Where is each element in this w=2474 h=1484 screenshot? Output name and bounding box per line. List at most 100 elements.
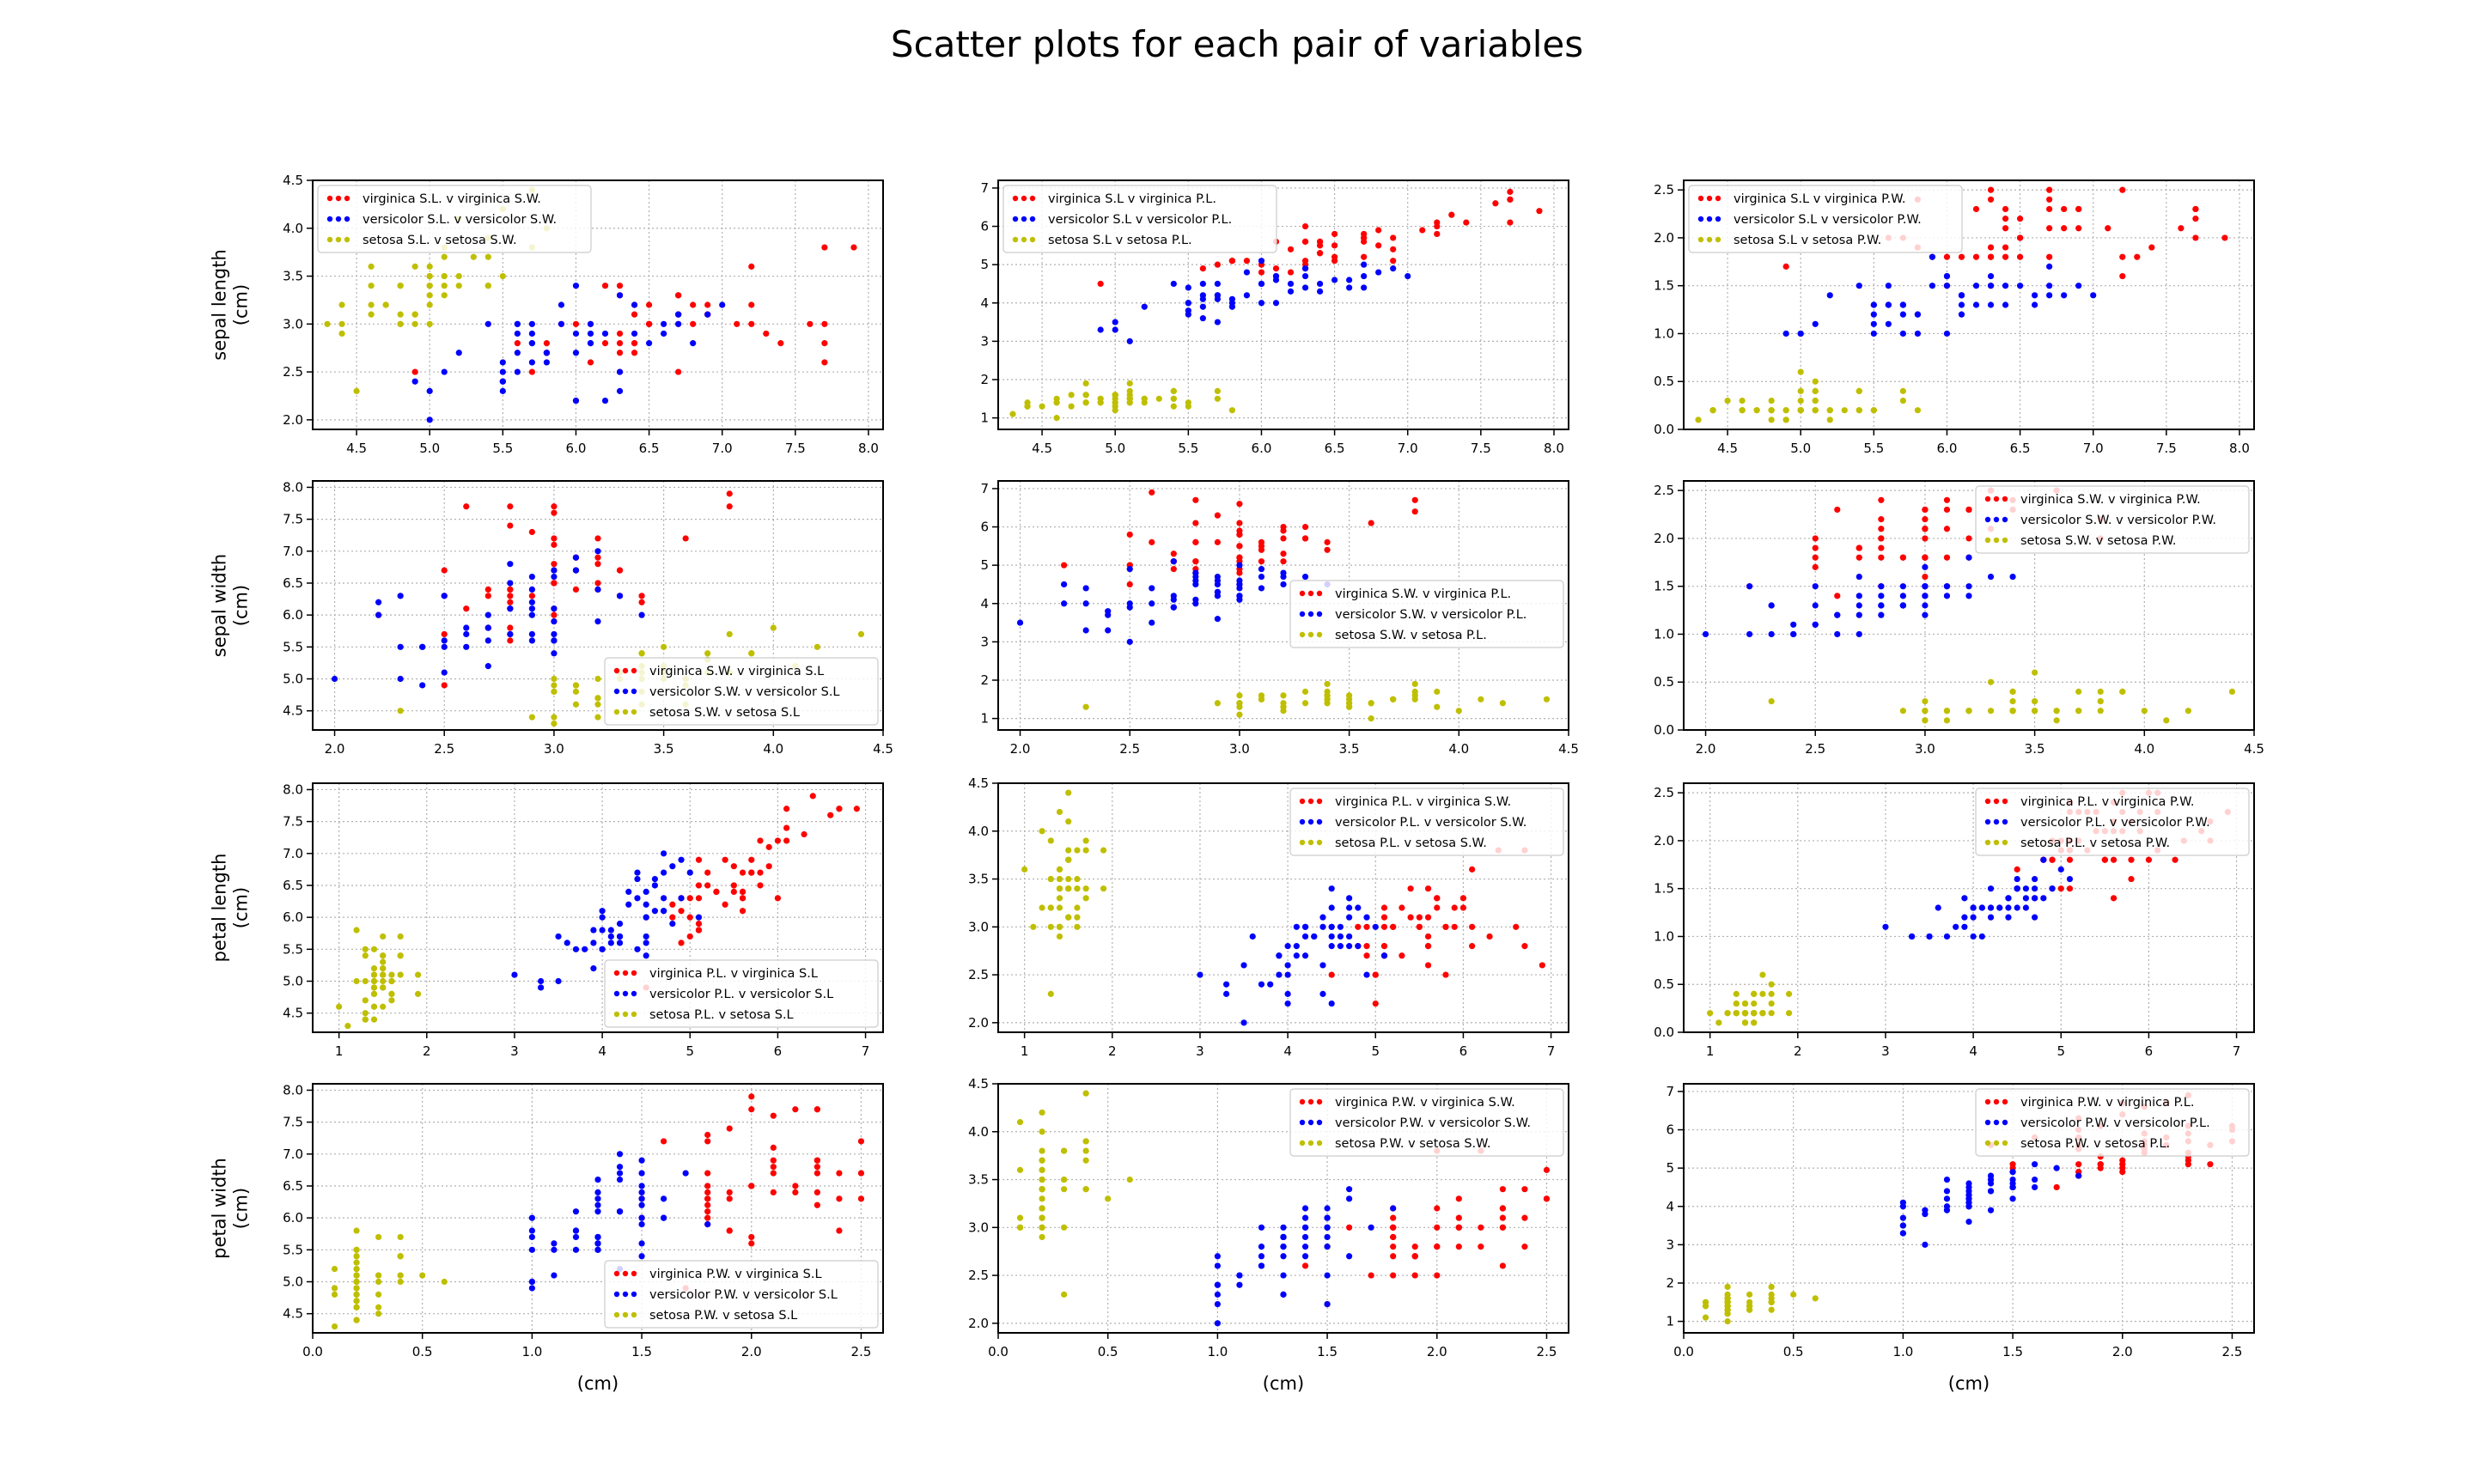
legend-marker bbox=[326, 195, 333, 202]
scatter-point bbox=[1442, 971, 1449, 978]
scatter-point bbox=[1039, 1195, 1045, 1202]
scatter-point bbox=[484, 624, 491, 631]
scatter-point bbox=[1301, 1224, 1309, 1231]
scatter-point bbox=[1112, 399, 1118, 406]
scatter-point bbox=[1214, 512, 1221, 519]
scatter-point bbox=[426, 272, 433, 280]
scatter-point bbox=[1878, 602, 1885, 609]
scatter-point bbox=[507, 586, 514, 593]
scatter-point bbox=[528, 1227, 535, 1234]
scatter-point bbox=[1185, 403, 1191, 410]
scatter-point bbox=[1434, 230, 1441, 238]
scatter-point bbox=[813, 1164, 820, 1171]
legend-marker bbox=[622, 667, 629, 674]
series-setosa bbox=[1016, 1090, 1133, 1298]
x-tick-label: 1 bbox=[335, 1043, 344, 1059]
scatter-point bbox=[1922, 535, 1929, 542]
scatter-point bbox=[1170, 558, 1177, 565]
legend-marker bbox=[1984, 537, 1991, 544]
legend-marker bbox=[1316, 631, 1323, 638]
scatter-point bbox=[555, 933, 562, 940]
scatter-point bbox=[726, 490, 733, 497]
scatter-point bbox=[634, 869, 641, 876]
legend-marker bbox=[1706, 236, 1713, 243]
scatter-point bbox=[1935, 904, 1941, 911]
legend-entry-label: versicolor S.W. v versicolor S.L bbox=[649, 685, 840, 699]
scatter-point bbox=[601, 397, 609, 404]
scatter-point bbox=[2014, 875, 2020, 883]
y-axis-label: sepal width(cm) bbox=[210, 554, 252, 657]
scatter-point bbox=[1543, 696, 1551, 702]
scatter-point bbox=[1301, 284, 1309, 291]
scatter-point bbox=[1301, 933, 1309, 940]
scatter-point bbox=[441, 643, 448, 650]
scatter-point bbox=[1499, 1205, 1506, 1212]
axes-frame bbox=[997, 480, 1569, 731]
scatter-point bbox=[507, 637, 514, 644]
scatter-point bbox=[1047, 837, 1054, 844]
scatter-point bbox=[368, 311, 375, 318]
x-axis-label: (cm) bbox=[1948, 1373, 1990, 1394]
scatter-point bbox=[528, 1233, 535, 1241]
scatter-point bbox=[2228, 688, 2236, 695]
scatter-point bbox=[414, 990, 422, 997]
scatter-point bbox=[1411, 692, 1418, 699]
scatter-point bbox=[1390, 1205, 1397, 1212]
scatter-point bbox=[704, 1138, 711, 1145]
x-tick-label: 3 bbox=[1196, 1043, 1204, 1059]
scatter-point bbox=[587, 340, 594, 347]
subplot-r0-c0: 4.5 5.0 5.5 6.0 6.5 7.0 7.5 8.02.02.53.03.54.04… bbox=[210, 173, 884, 456]
scatter-point bbox=[1258, 696, 1265, 702]
scatter-point bbox=[713, 888, 720, 896]
scatter-point bbox=[1922, 526, 1929, 532]
legend-marker bbox=[631, 990, 637, 997]
scatter-point bbox=[1065, 789, 1072, 796]
scatter-point bbox=[1346, 933, 1353, 940]
scatter-point bbox=[441, 1278, 448, 1286]
scatter-point bbox=[1065, 914, 1072, 921]
scatter-point bbox=[1499, 1186, 1506, 1193]
scatter-point bbox=[1316, 288, 1324, 295]
scatter-point bbox=[426, 387, 433, 394]
scatter-point bbox=[441, 682, 448, 689]
x-tick-label: 5.5 bbox=[1178, 441, 1198, 456]
scatter-point bbox=[1258, 280, 1265, 288]
scatter-point bbox=[1301, 1244, 1309, 1250]
scatter-point bbox=[1214, 538, 1221, 545]
scatter-point bbox=[1521, 1214, 1528, 1221]
scatter-point bbox=[690, 320, 697, 327]
scatter-point bbox=[1192, 596, 1199, 603]
scatter-point bbox=[1759, 990, 1766, 997]
scatter-point bbox=[695, 927, 703, 934]
scatter-point bbox=[1361, 261, 1368, 268]
x-tick-label: 6 bbox=[774, 1043, 783, 1059]
scatter-point bbox=[1126, 1176, 1133, 1183]
scatter-point bbox=[380, 958, 387, 965]
scatter-point bbox=[528, 605, 535, 612]
scatter-point bbox=[1236, 711, 1243, 718]
scatter-point bbox=[353, 1272, 360, 1279]
scatter-point bbox=[661, 1138, 667, 1145]
y-tick-label: 1.5 bbox=[1654, 881, 1674, 897]
scatter-point bbox=[572, 688, 580, 695]
scatter-point bbox=[616, 920, 624, 928]
scatter-point bbox=[375, 1272, 382, 1279]
scatter-point bbox=[594, 1233, 601, 1241]
scatter-point bbox=[594, 1240, 601, 1247]
scatter-point bbox=[1223, 990, 1230, 997]
axes-frame bbox=[997, 782, 1569, 1033]
legend-entry-label: versicolor P.W. v versicolor P.L. bbox=[2020, 1116, 2210, 1130]
scatter-point bbox=[1987, 573, 1995, 581]
scatter-point bbox=[1258, 538, 1265, 545]
legend-entry-label: setosa P.W. v setosa S.W. bbox=[1335, 1137, 1490, 1151]
scatter-point bbox=[551, 650, 558, 657]
scatter-point bbox=[599, 927, 606, 934]
legend-entry-label: setosa P.L. v setosa S.W. bbox=[1335, 836, 1487, 850]
scatter-point bbox=[1074, 875, 1081, 883]
scatter-point bbox=[1390, 265, 1397, 272]
scatter-point bbox=[1016, 1214, 1024, 1221]
scatter-point bbox=[1065, 818, 1072, 825]
scatter-point bbox=[2141, 708, 2148, 715]
scatter-point bbox=[1324, 1233, 1331, 1241]
scatter-point bbox=[1082, 1157, 1089, 1164]
